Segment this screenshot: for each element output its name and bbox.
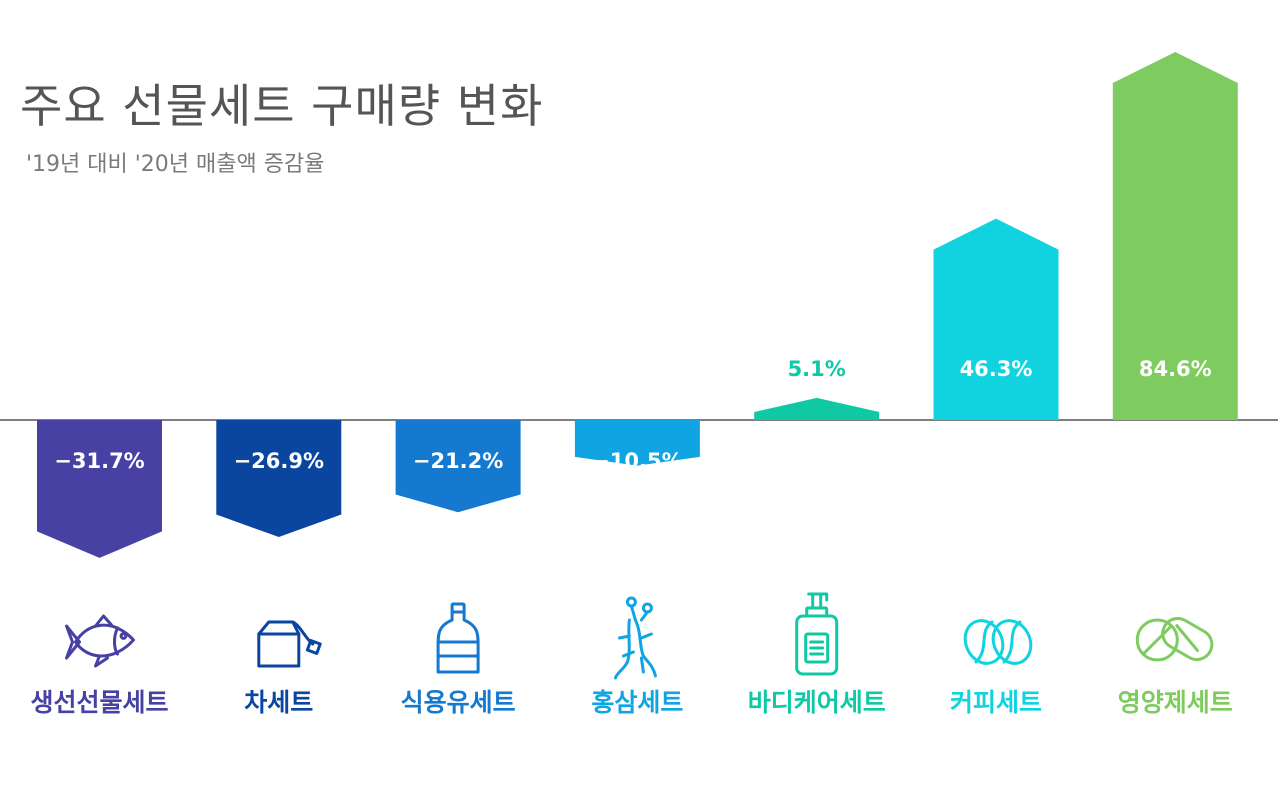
value-label: −26.9% (234, 449, 324, 473)
pump-bottle-icon (795, 592, 839, 676)
bar (933, 218, 1059, 420)
category-label: 커피세트 (950, 688, 1042, 717)
bar (37, 420, 162, 558)
bar (574, 420, 700, 466)
bar (395, 420, 521, 513)
oil-bottle-icon (436, 602, 480, 674)
category-label: 바디케어세트 (748, 688, 886, 717)
chart-title: 주요 선물세트 구매량 변화 (20, 79, 544, 133)
coffee-beans-icon (963, 619, 1033, 665)
category-label: 홍삼세트 (591, 688, 683, 717)
value-label: 5.1% (788, 357, 846, 381)
bar (1112, 51, 1238, 421)
category-label: 차세트 (244, 688, 313, 717)
value-label: −10.5% (592, 449, 682, 473)
value-label: −21.2% (413, 449, 503, 473)
bar (216, 420, 342, 538)
category-label: 생선선물세트 (30, 688, 168, 717)
value-label: 84.6% (1139, 357, 1212, 381)
ginseng-icon (613, 596, 657, 680)
bar (754, 397, 880, 420)
tea-bag-icon (257, 620, 322, 668)
pills-icon (1135, 617, 1214, 662)
value-label: −31.7% (54, 449, 144, 473)
category-label: 식용유세트 (401, 688, 516, 717)
value-label: 46.3% (960, 357, 1033, 381)
category-label: 영양제세트 (1118, 688, 1233, 717)
fish-icon (65, 614, 135, 668)
chart-subtitle: '19년 대비 '20년 매출액 증감율 (26, 152, 325, 177)
